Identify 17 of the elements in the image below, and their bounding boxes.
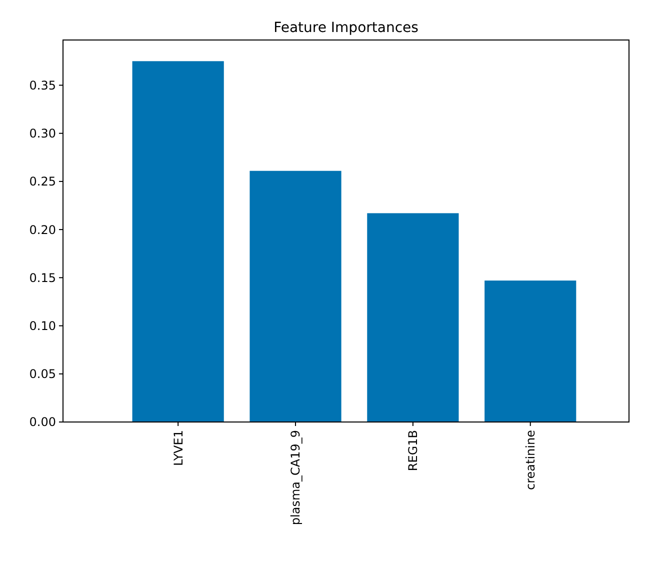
y-tick-label: 0.15 xyxy=(29,270,56,285)
y-tick-label: 0.25 xyxy=(29,174,56,189)
bar xyxy=(484,280,576,422)
bar xyxy=(250,170,342,422)
x-tick-label: LYVE1 xyxy=(171,430,186,466)
y-tick-label: 0.00 xyxy=(29,415,56,430)
x-tick-label: plasma_CA19_9 xyxy=(288,430,303,526)
y-tick-label: 0.35 xyxy=(29,78,56,92)
x-tick-label: creatinine xyxy=(524,430,538,490)
bar xyxy=(132,61,224,422)
y-tick-label: 0.05 xyxy=(29,367,56,382)
y-tick-label: 0.10 xyxy=(29,318,56,333)
bar xyxy=(367,213,459,422)
chart-title: Feature Importances xyxy=(274,20,418,36)
y-tick-label: 0.30 xyxy=(29,126,56,141)
x-tick-label: REG1B xyxy=(406,430,420,472)
y-tick-label: 0.20 xyxy=(29,222,56,237)
